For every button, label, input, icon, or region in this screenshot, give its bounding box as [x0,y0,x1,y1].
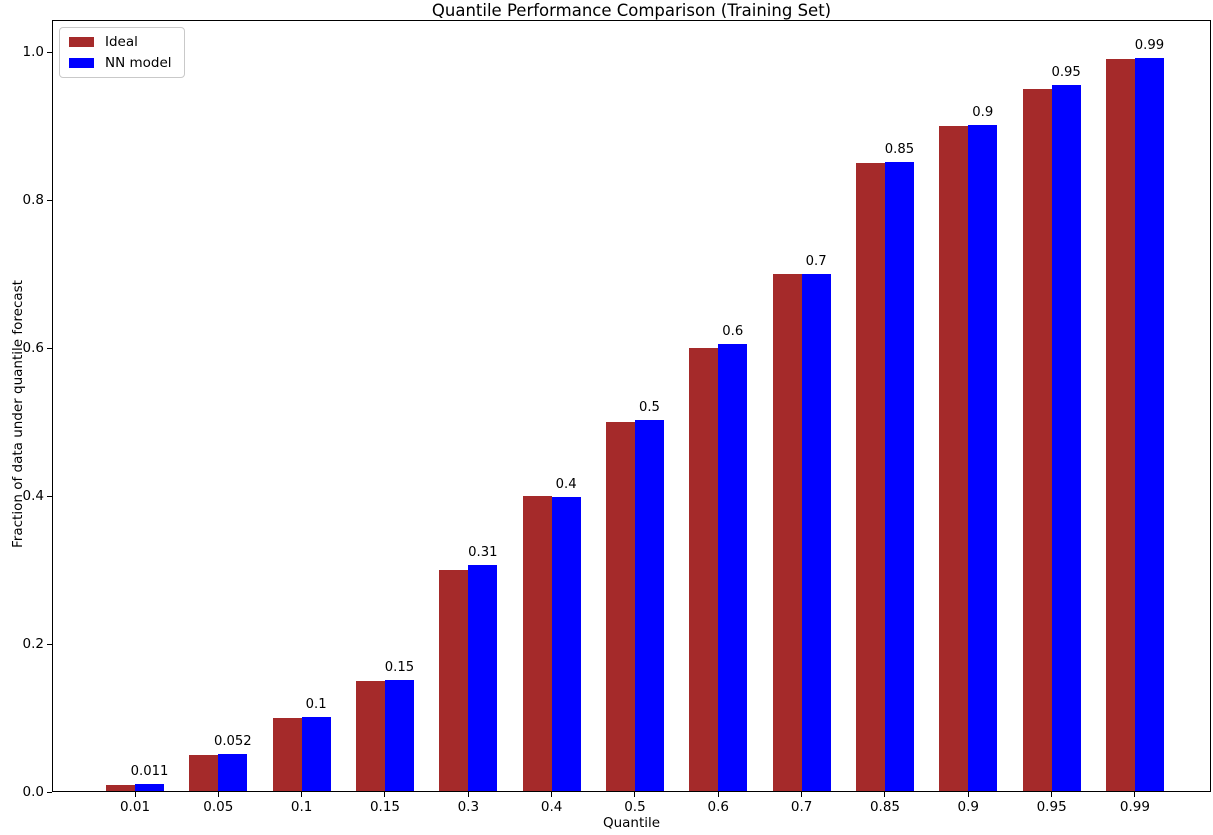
bar-nn-model-0.6 [718,344,748,792]
bar-nn-model-0.3 [468,564,498,792]
legend-item-nn-model: NN model [69,55,172,71]
bar-nn-model-0.95 [1051,85,1081,792]
x-tick-label: 0.9 [957,799,980,815]
x-tick-label: 0.15 [369,799,401,815]
bar-value-label-0.95: 0.95 [1051,65,1081,81]
bar-value-label-0.7: 0.7 [805,254,827,269]
bar-value-label-0.99: 0.99 [1134,37,1165,53]
legend-swatch-ideal [69,37,94,47]
y-tick-mark [47,495,52,497]
y-tick-mark [47,791,52,793]
y-axis-label: Fraction of data under quantile forecast [10,280,26,548]
y-tick-mark [47,199,52,201]
bar-value-label-0.01: 0.011 [130,763,169,779]
bar-value-label-0.9: 0.9 [972,104,994,120]
x-tick-label: 0.1 [290,799,313,815]
legend-label-ideal: Ideal [105,34,138,50]
x-tick-label: 0.4 [540,799,563,815]
bar-nn-model-0.1 [301,716,331,792]
bar-nn-model-0.9 [968,124,998,792]
x-tick-mark [217,792,219,797]
x-tick-label: 0.85 [869,799,900,815]
x-tick-label: 0.01 [119,799,151,815]
bar-value-label-0.1: 0.1 [305,696,327,712]
bar-value-label-0.3: 0.31 [468,544,498,560]
bar-nn-model-0.7 [801,274,831,792]
y-tick-mark [47,51,52,53]
legend-item-ideal: Ideal [69,34,172,50]
y-tick-label: 0.6 [22,340,44,356]
x-tick-mark [1051,792,1053,797]
chart-title: Quantile Performance Comparison (Trainin… [431,1,832,20]
bar-nn-model-0.01 [135,783,164,792]
y-tick-label: 0.8 [22,192,44,208]
bar-nn-model-0.99 [1134,57,1164,792]
bar-ideal-0.3 [439,570,469,792]
bar-value-label-0.15: 0.15 [384,659,415,675]
x-tick-mark [134,792,136,797]
x-tick-label: 0.5 [624,799,646,815]
x-tick-mark [551,792,553,797]
bar-value-label-0.4: 0.4 [555,477,577,493]
bar-value-label-0.5: 0.5 [638,399,660,415]
bar-value-label-0.05: 0.052 [213,733,252,749]
bar-ideal-0.95 [1022,89,1052,792]
x-tick-label: 0.3 [457,799,480,815]
bar-nn-model-0.4 [551,497,581,792]
bar-ideal-0.99 [1105,59,1135,792]
x-tick-label: 0.95 [1036,799,1067,815]
x-tick-mark [801,792,803,797]
bar-nn-model-0.85 [884,162,914,792]
bar-value-label-0.85: 0.85 [884,142,915,158]
bar-ideal-0.5 [605,422,635,792]
x-tick-mark [717,792,719,797]
x-tick-mark [884,792,886,797]
y-tick-mark [47,347,52,349]
bar-ideal-0.85 [855,163,885,792]
legend-swatch-nn-model [69,58,94,68]
x-tick-mark [467,792,469,797]
x-axis-label: Quantile [602,815,661,831]
bar-ideal-0.1 [272,718,302,792]
bar-ideal-0.7 [772,274,802,792]
y-tick-label: 0.0 [22,784,44,800]
x-tick-label: 0.7 [790,799,813,815]
y-tick-label: 1.0 [22,44,44,60]
bar-nn-model-0.05 [218,753,248,792]
bar-ideal-0.6 [689,348,719,792]
legend: Ideal NN model [59,27,185,78]
bar-nn-model-0.5 [634,419,664,792]
x-tick-mark [384,792,386,797]
x-tick-label: 0.05 [203,799,234,815]
x-tick-mark [634,792,636,797]
y-tick-label: 0.4 [22,488,44,504]
x-tick-label: 0.99 [1119,799,1150,815]
bar-nn-model-0.15 [384,679,414,792]
bar-ideal-0.01 [106,784,135,792]
bar-ideal-0.9 [939,126,969,792]
bar-ideal-0.15 [355,681,385,792]
legend-label-nn-model: NN model [105,55,172,71]
bar-value-label-0.6: 0.6 [722,324,744,340]
x-tick-mark [1134,792,1136,797]
bar-ideal-0.05 [189,755,219,792]
x-tick-label: 0.6 [707,799,730,815]
y-tick-mark [47,643,52,645]
y-tick-label: 0.2 [22,636,44,652]
x-tick-mark [301,792,303,797]
x-tick-mark [967,792,969,797]
bar-ideal-0.4 [522,496,552,792]
